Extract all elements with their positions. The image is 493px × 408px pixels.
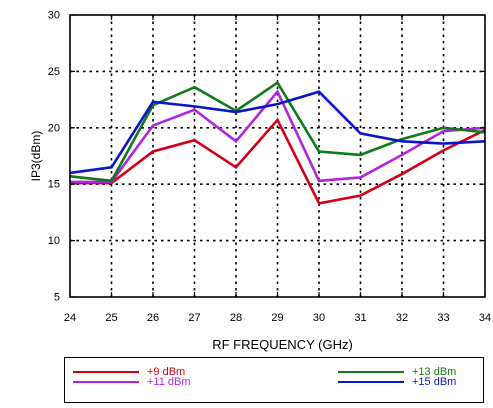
- x-tick-label-9: 33: [437, 312, 449, 324]
- legend-label-13dbm: +13 dBm: [412, 366, 457, 378]
- x-tick-label-3: 27: [188, 312, 200, 324]
- x-tick-label-10: 34: [479, 312, 491, 324]
- y-tick-label-4: 25: [48, 66, 60, 78]
- y-tick-label-0: 5: [54, 292, 60, 304]
- legend-item-15dbm: +15 dBm: [338, 376, 456, 388]
- legend-label-11dbm: +11 dBm: [147, 376, 191, 388]
- series-line-2: [69, 80, 486, 183]
- y-tick-label-2: 15: [48, 179, 60, 191]
- x-tick-label-7: 31: [354, 312, 366, 324]
- legend-swatch-13dbm: [338, 370, 404, 374]
- legend-swatch-9dbm: [73, 370, 139, 374]
- legend: +9 dBm +11 dBm +13 dBm +15 dBm: [64, 357, 484, 403]
- legend-label-15dbm: +15 dBm: [412, 376, 457, 388]
- x-axis-label: RF FREQUENCY (GHz): [212, 337, 353, 352]
- x-tick-label-2: 26: [147, 312, 159, 324]
- legend-item-11dbm: +11 dBm: [73, 376, 191, 388]
- x-tick-label-1: 25: [105, 312, 117, 324]
- x-tick-label-6: 30: [313, 312, 325, 324]
- plot-area: [70, 15, 485, 297]
- legend-swatch-15dbm: [338, 380, 404, 384]
- y-tick-label-3: 20: [48, 122, 60, 134]
- x-tick-label-5: 29: [271, 312, 283, 324]
- legend-item-13dbm: +13 dBm: [338, 366, 456, 378]
- series-line-0: [70, 117, 486, 205]
- y-tick-label-1: 10: [48, 235, 60, 247]
- x-tick-label-0: 24: [64, 312, 76, 324]
- x-tick-label-8: 32: [396, 312, 408, 324]
- legend-label-9dbm: +9 dBm: [147, 366, 186, 378]
- legend-item-9dbm: +9 dBm: [73, 366, 185, 378]
- y-axis-label: IP3(dBm): [29, 131, 43, 182]
- series-line-3: [69, 90, 486, 175]
- legend-swatch-11dbm: [73, 380, 139, 384]
- x-tick-label-4: 28: [230, 312, 242, 324]
- y-tick-label-5: 30: [48, 10, 60, 22]
- series-line-1: [70, 89, 486, 184]
